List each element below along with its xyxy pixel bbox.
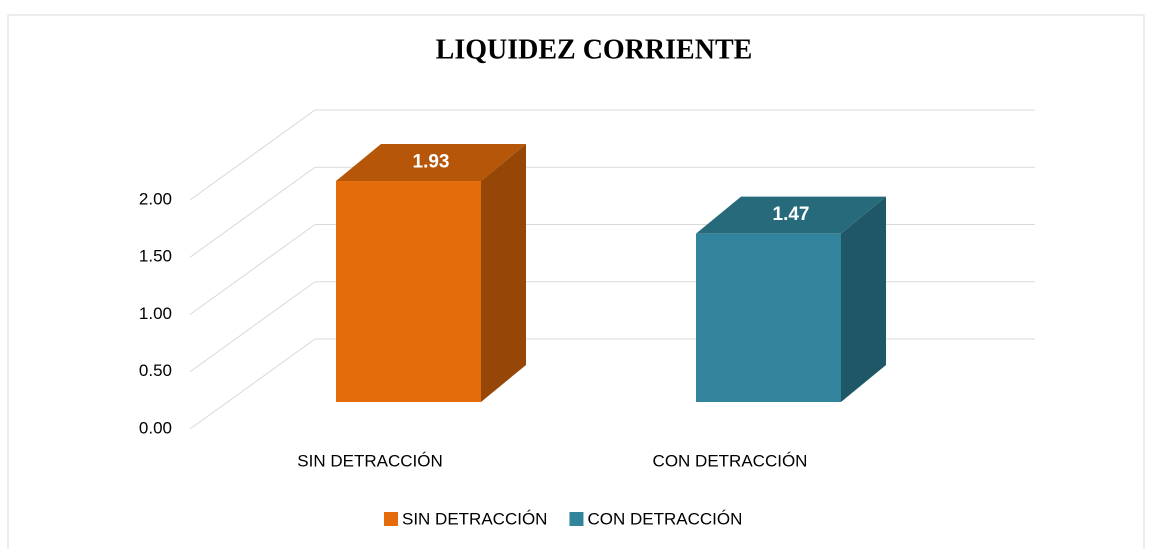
y-tick-label: 0.00	[139, 418, 172, 437]
bar-side	[481, 144, 526, 402]
x-tick-label: CON DETRACCIÓN	[653, 451, 808, 470]
x-tick-label: SIN DETRACCIÓN	[297, 451, 442, 470]
grid-line	[189, 224, 316, 315]
grid-line	[189, 109, 316, 201]
data-label: 1.93	[413, 152, 450, 173]
bar-side	[841, 196, 886, 402]
legend-swatch	[384, 512, 398, 526]
data-label: 1.47	[773, 204, 810, 225]
chart-title: LIQUIDEZ CORRIENTE	[436, 34, 753, 65]
y-tick-label: 0.50	[139, 361, 172, 380]
bar	[696, 233, 841, 402]
bar-top	[696, 196, 886, 234]
y-tick-label: 1.50	[139, 247, 172, 266]
legend-label: SIN DETRACCIÓN	[402, 509, 547, 528]
legend-swatch	[569, 512, 584, 526]
bar	[336, 181, 481, 402]
grid-line	[189, 281, 316, 373]
legend-label: CON DETRACCIÓN	[587, 509, 742, 528]
bar-top	[336, 144, 526, 182]
grid-line	[189, 338, 316, 430]
y-tick-label: 1.00	[139, 304, 172, 323]
grid-line	[189, 166, 316, 258]
chart-border	[7, 14, 1145, 554]
y-tick-label: 2.00	[139, 189, 172, 208]
